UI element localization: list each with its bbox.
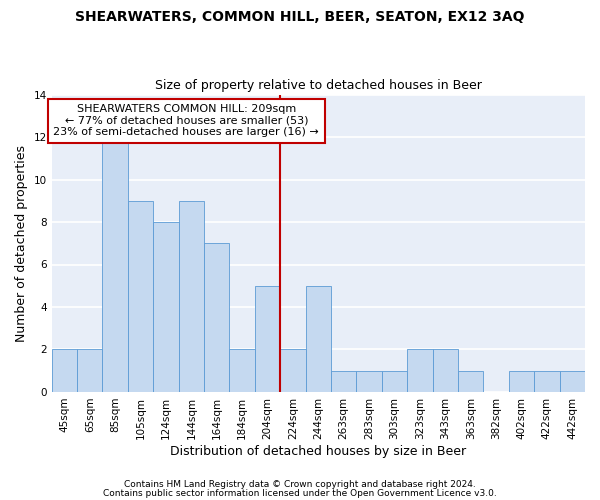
Bar xyxy=(103,137,128,392)
X-axis label: Distribution of detached houses by size in Beer: Distribution of detached houses by size … xyxy=(170,444,466,458)
Bar xyxy=(77,350,103,392)
Bar xyxy=(356,370,382,392)
Y-axis label: Number of detached properties: Number of detached properties xyxy=(15,145,28,342)
Bar xyxy=(179,201,204,392)
Bar xyxy=(229,350,255,392)
Bar xyxy=(305,286,331,392)
Bar xyxy=(280,350,305,392)
Bar xyxy=(560,370,585,392)
Text: Contains HM Land Registry data © Crown copyright and database right 2024.: Contains HM Land Registry data © Crown c… xyxy=(124,480,476,489)
Text: SHEARWATERS COMMON HILL: 209sqm
← 77% of detached houses are smaller (53)
23% of: SHEARWATERS COMMON HILL: 209sqm ← 77% of… xyxy=(53,104,319,138)
Bar xyxy=(153,222,179,392)
Bar xyxy=(255,286,280,392)
Text: SHEARWATERS, COMMON HILL, BEER, SEATON, EX12 3AQ: SHEARWATERS, COMMON HILL, BEER, SEATON, … xyxy=(75,10,525,24)
Bar xyxy=(458,370,484,392)
Bar xyxy=(407,350,433,392)
Bar xyxy=(509,370,534,392)
Text: Contains public sector information licensed under the Open Government Licence v3: Contains public sector information licen… xyxy=(103,490,497,498)
Bar xyxy=(128,201,153,392)
Bar xyxy=(382,370,407,392)
Bar xyxy=(204,244,229,392)
Bar xyxy=(52,350,77,392)
Bar xyxy=(534,370,560,392)
Bar xyxy=(331,370,356,392)
Bar xyxy=(433,350,458,392)
Title: Size of property relative to detached houses in Beer: Size of property relative to detached ho… xyxy=(155,79,482,92)
